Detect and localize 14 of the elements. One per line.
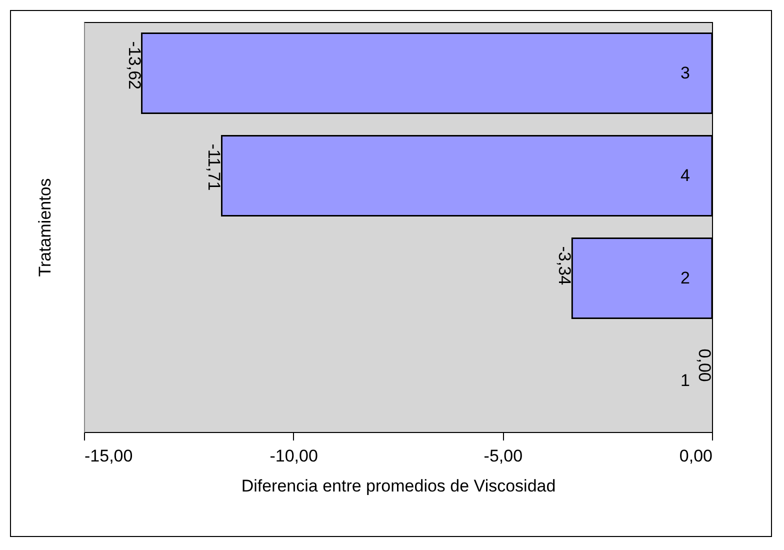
data-label: 0,00: [695, 348, 714, 382]
y-axis-title: Tratamientos: [36, 178, 54, 277]
x-axis-title: Diferencia entre promedios de Viscosidad: [241, 476, 556, 496]
x-tick-label: -10,00: [270, 446, 318, 466]
x-tick-label: -5,00: [484, 446, 523, 466]
x-tick-label: 0,00: [679, 446, 712, 466]
data-label: -3,34: [555, 246, 574, 286]
data-label: -13,62: [124, 41, 144, 90]
x-tick-label: -15,00: [84, 446, 133, 466]
y-tick-label: 3: [680, 63, 690, 82]
y-tick-label: 4: [680, 166, 690, 185]
y-tick-label: 1: [680, 370, 690, 390]
y-tick-label: 2: [680, 268, 690, 288]
data-label: -11,71: [204, 144, 224, 191]
